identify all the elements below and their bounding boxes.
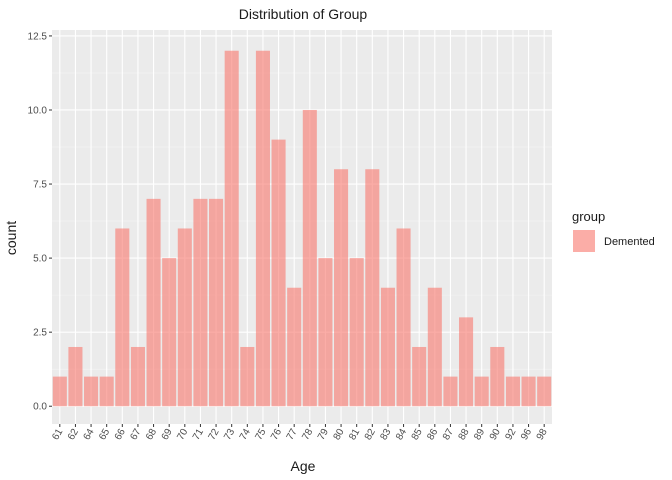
- legend-label-demented: Demented: [604, 236, 655, 248]
- bar-71: [193, 198, 208, 407]
- y-tick-label: 10.0: [28, 105, 48, 116]
- bar-65: [99, 376, 114, 407]
- bar-84: [396, 228, 411, 407]
- bar-76: [271, 139, 286, 407]
- x-tick-label: 76: [269, 427, 284, 443]
- x-axis-title: Age: [291, 458, 316, 474]
- y-tick-label: 12.5: [28, 31, 48, 42]
- x-tick-label: 61: [50, 427, 65, 443]
- y-tick-label: 0.0: [33, 402, 47, 413]
- x-tick-label: 66: [113, 427, 128, 443]
- bar-92: [505, 376, 520, 407]
- bar-62: [68, 346, 83, 407]
- bar-98: [537, 376, 552, 407]
- bar-69: [162, 258, 177, 407]
- bar-67: [130, 346, 145, 407]
- x-tick-label: 85: [410, 427, 425, 443]
- x-tick-label: 73: [222, 427, 237, 443]
- bar-72: [209, 198, 224, 407]
- x-tick-label: 98: [535, 427, 550, 443]
- bar-70: [177, 228, 192, 407]
- x-tick-label: 82: [363, 427, 378, 443]
- chart-title: Distribution of Group: [239, 6, 368, 22]
- bar-74: [240, 346, 255, 407]
- y-tick-label: 2.5: [33, 328, 47, 339]
- x-tick-label: 87: [441, 427, 456, 443]
- legend-key-demented: [573, 230, 595, 252]
- bar-89: [474, 376, 489, 407]
- y-axis-title: count: [3, 221, 19, 255]
- x-tick-label: 80: [332, 427, 347, 443]
- x-tick-label: 90: [488, 427, 503, 443]
- x-tick-label: 78: [300, 427, 315, 443]
- bar-61: [52, 376, 67, 407]
- x-axis: 61 62 64 65 66 67 68 69 70 71 72 73 74 75 76 77 78 79 80 81…: [50, 424, 550, 442]
- x-tick-label: 75: [253, 427, 268, 443]
- bar-68: [146, 198, 161, 407]
- x-tick-label: 89: [472, 427, 487, 443]
- bars: [52, 50, 552, 407]
- bar-66: [115, 228, 130, 407]
- bar-73: [224, 50, 239, 407]
- y-tick-label: 5.0: [33, 254, 47, 265]
- bar-81: [349, 258, 364, 407]
- bar-83: [380, 287, 395, 407]
- x-tick-label: 74: [238, 427, 253, 443]
- bar-64: [84, 376, 99, 407]
- x-tick-label: 81: [347, 427, 362, 443]
- legend: group Demented: [572, 209, 655, 252]
- x-tick-label: 88: [457, 427, 472, 443]
- bar-96: [521, 376, 536, 407]
- x-tick-label: 70: [175, 427, 190, 443]
- bar-79: [318, 258, 333, 407]
- y-axis: 0.0 2.5 5.0 7.5 10.0 12.5: [28, 31, 52, 413]
- bar-80: [334, 169, 349, 407]
- x-tick-label: 77: [285, 427, 300, 443]
- bar-82: [365, 169, 380, 407]
- x-tick-label: 64: [82, 427, 97, 443]
- x-tick-label: 84: [394, 427, 409, 443]
- x-tick-label: 96: [519, 427, 534, 443]
- bar-90: [490, 346, 505, 407]
- bar-77: [287, 287, 302, 407]
- x-tick-label: 68: [144, 427, 159, 443]
- y-tick-label: 7.5: [33, 180, 47, 191]
- x-tick-label: 65: [97, 427, 112, 443]
- x-tick-label: 72: [207, 427, 222, 443]
- x-tick-label: 79: [316, 427, 331, 443]
- x-tick-label: 62: [66, 427, 81, 443]
- legend-title: group: [572, 209, 605, 224]
- x-tick-label: 83: [378, 427, 393, 443]
- bar-87: [443, 376, 458, 407]
- bar-85: [412, 346, 427, 407]
- x-tick-label: 67: [128, 427, 143, 443]
- x-tick-label: 92: [503, 427, 518, 443]
- bar-75: [255, 50, 270, 407]
- bar-78: [302, 109, 317, 407]
- x-tick-label: 86: [425, 427, 440, 443]
- x-tick-label: 69: [160, 427, 175, 443]
- bar-86: [427, 287, 442, 407]
- x-tick-label: 71: [191, 427, 206, 443]
- bar-88: [459, 317, 474, 407]
